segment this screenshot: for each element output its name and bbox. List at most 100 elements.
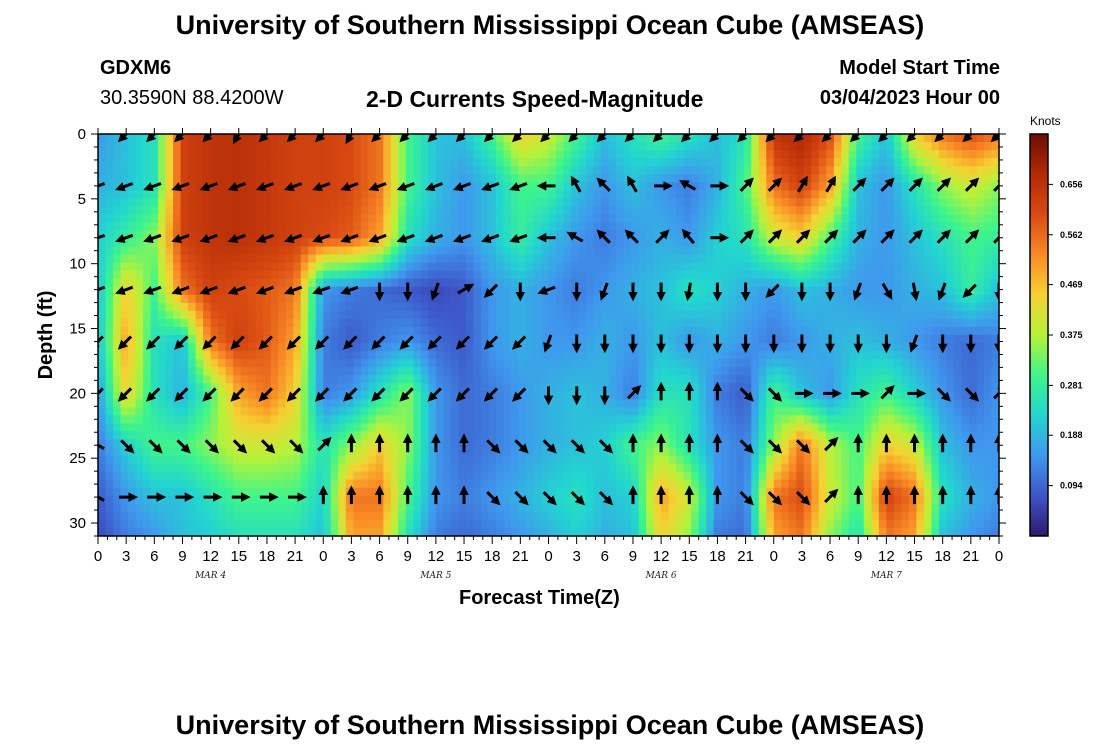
heat-cell <box>668 206 677 215</box>
heat-cell <box>796 254 805 264</box>
heat-cell <box>878 206 887 215</box>
heat-cell <box>338 375 347 384</box>
heat-cell <box>360 166 369 175</box>
heat-cell <box>923 439 933 449</box>
heat-cell <box>113 198 122 207</box>
heat-cell <box>480 375 490 384</box>
heat-cell <box>638 158 647 167</box>
heat-cell <box>105 463 114 473</box>
heat-cell <box>593 415 602 425</box>
heat-cell <box>608 182 617 191</box>
heat-cell <box>781 222 790 232</box>
heat-cell <box>308 415 317 425</box>
heat-cell <box>601 142 610 151</box>
heat-cell <box>908 455 918 465</box>
heat-cell <box>976 198 985 207</box>
heat-cell <box>608 423 617 433</box>
heat-cell <box>631 351 640 360</box>
heat-cell <box>646 399 655 408</box>
heat-cell <box>435 254 444 264</box>
heat-cell <box>653 158 662 167</box>
heat-cell <box>991 174 999 183</box>
heat-cell <box>646 423 655 433</box>
heat-cell <box>728 407 737 416</box>
heat-cell <box>540 238 550 248</box>
heat-cell <box>368 302 377 312</box>
heat-cell <box>278 230 287 240</box>
heat-cell <box>773 383 782 392</box>
heat-cell <box>420 399 429 408</box>
heat-cell <box>803 134 812 143</box>
heat-cell <box>98 447 107 457</box>
heat-cell <box>548 254 557 264</box>
heat-cell <box>578 142 587 151</box>
heat-cell <box>240 359 249 368</box>
heat-cell <box>901 246 910 256</box>
heat-cell <box>781 383 790 392</box>
heat-cell <box>571 383 580 392</box>
heat-cell <box>518 278 527 288</box>
heat-cell <box>923 150 933 159</box>
heat-cell <box>691 294 700 304</box>
heat-cell <box>398 174 407 183</box>
heat-cell <box>901 190 910 199</box>
heat-cell <box>405 270 414 280</box>
heat-cell <box>158 270 167 280</box>
heat-cell <box>623 335 632 344</box>
heat-cell <box>751 294 760 304</box>
heat-cell <box>495 415 505 425</box>
heat-cell <box>503 294 512 304</box>
heat-cell <box>878 166 887 175</box>
heat-cell <box>435 190 444 199</box>
heat-cell <box>901 359 910 368</box>
heat-cell <box>270 270 279 280</box>
heat-cell <box>638 134 647 143</box>
heat-cell <box>743 302 752 312</box>
heat-cell <box>218 174 227 183</box>
heat-cell <box>473 463 482 473</box>
heat-cell <box>465 310 475 320</box>
heat-cell <box>743 190 752 199</box>
heat-cell <box>405 238 414 248</box>
heat-cell <box>180 302 189 312</box>
heat-cell <box>150 294 159 304</box>
heat-cell <box>841 174 850 183</box>
heat-cell <box>293 262 302 272</box>
heat-cell <box>631 262 640 272</box>
heat-cell <box>360 294 369 304</box>
heat-cell <box>736 447 745 457</box>
heat-cell <box>195 415 204 425</box>
heat-cell <box>540 383 550 392</box>
heat-cell <box>458 383 467 392</box>
heat-cell <box>180 254 189 264</box>
heat-cell <box>931 455 940 465</box>
heat-cell <box>698 302 707 312</box>
heat-cell <box>736 214 745 224</box>
heat-cell <box>631 166 640 175</box>
heat-cell <box>488 407 497 416</box>
heat-cell <box>405 230 414 240</box>
heat-cell <box>886 302 895 312</box>
heat-cell <box>510 383 520 392</box>
heat-cell <box>548 270 557 280</box>
heat-cell <box>428 190 437 199</box>
heat-cell <box>676 190 685 199</box>
heat-cell <box>758 222 767 232</box>
heat-cell <box>706 238 715 248</box>
heat-cell <box>593 302 602 312</box>
heat-cell <box>953 423 963 433</box>
heat-cell <box>788 335 797 344</box>
heat-cell <box>908 150 918 159</box>
heat-cell <box>143 302 152 312</box>
heat-cell <box>923 335 933 344</box>
heat-cell <box>195 214 204 224</box>
heat-cell <box>435 318 444 328</box>
heat-cell <box>578 158 587 167</box>
heat-cell <box>706 335 715 344</box>
heat-cell <box>353 198 362 207</box>
heat-cell <box>871 238 880 248</box>
heat-cell <box>938 359 948 368</box>
heat-cell <box>308 399 317 408</box>
heat-cell <box>796 190 805 199</box>
heat-cell <box>901 423 910 433</box>
